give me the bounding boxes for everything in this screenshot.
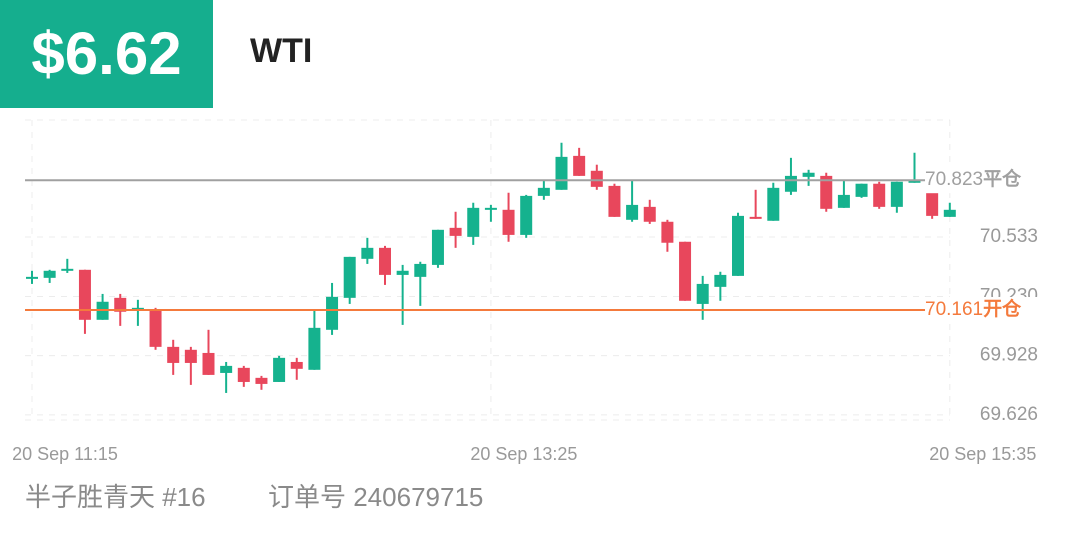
candle-body (855, 183, 868, 197)
candle-body (608, 185, 621, 217)
candle-body (149, 309, 162, 347)
candle-body (820, 175, 833, 209)
price-badge (0, 0, 213, 108)
candle-body (131, 307, 144, 310)
candle-body (679, 241, 692, 301)
x-tick-label: 20 Sep 15:35 (929, 444, 1036, 464)
candle-body (379, 247, 391, 275)
position-label: 70.823平仓 (925, 167, 1022, 190)
candle-body (573, 155, 586, 176)
candle-body (167, 346, 180, 363)
candle-body (290, 361, 303, 369)
candle-body (943, 209, 956, 217)
candle-body (784, 175, 797, 192)
position-type: 开仓 (983, 297, 1022, 320)
candle-body (873, 183, 886, 207)
position-value: 70.823 (925, 169, 983, 190)
candle-body (908, 180, 921, 183)
candle-body (661, 221, 674, 243)
candle-body (555, 156, 568, 190)
candle-body (220, 365, 233, 373)
y-tick-label: 70.533 (980, 226, 1038, 247)
candle-body (802, 172, 815, 177)
candle-body (308, 327, 321, 370)
candle-body (484, 207, 497, 210)
candle-body (273, 357, 286, 382)
y-tick-label: 69.928 (980, 345, 1038, 366)
candle-body (361, 247, 374, 259)
candle-body (837, 194, 850, 208)
candle-body (414, 263, 427, 277)
candle-body (449, 227, 462, 236)
candle-body (326, 296, 339, 330)
candle-body (431, 229, 444, 265)
candle-body (467, 207, 480, 237)
candle-body (202, 352, 215, 375)
candle-body (714, 274, 727, 287)
candle-body (237, 367, 250, 382)
candle-body (26, 276, 38, 279)
candle-body (732, 215, 744, 276)
x-tick-label: 20 Sep 13:25 (470, 444, 577, 464)
candle-body (343, 256, 356, 298)
order-number: 订单号 240679715 (268, 482, 484, 512)
symbol: WTI (250, 32, 313, 70)
candle-body (767, 187, 780, 221)
candle-body (926, 191, 939, 216)
position-label: 70.161开仓 (925, 297, 1022, 320)
candle-body (396, 270, 409, 275)
candle-body (61, 268, 74, 271)
position-label-bg (926, 297, 1041, 323)
candle-body (626, 204, 639, 220)
candle-body (114, 297, 127, 312)
x-tick-label: 20 Sep 11:15 (12, 444, 118, 464)
candle-body (78, 269, 91, 320)
position-type: 平仓 (983, 167, 1022, 190)
candle-body (643, 206, 656, 222)
position-label-bg (926, 167, 1041, 194)
candle-body (537, 187, 550, 196)
candle-body (255, 377, 268, 384)
candle-body (749, 216, 762, 219)
candle-body (184, 349, 197, 363)
candle-body (502, 209, 515, 235)
price: $6.62 (31, 20, 182, 87)
y-tick-label: 69.626 (980, 404, 1038, 425)
candle-body (43, 270, 56, 278)
candle-body (590, 170, 603, 187)
candle-body (696, 283, 709, 304)
position-value: 70.161 (925, 299, 983, 320)
user-name: 半子胜青天 #16 (25, 482, 206, 512)
candle-body (520, 195, 533, 235)
candle-body (890, 181, 903, 207)
